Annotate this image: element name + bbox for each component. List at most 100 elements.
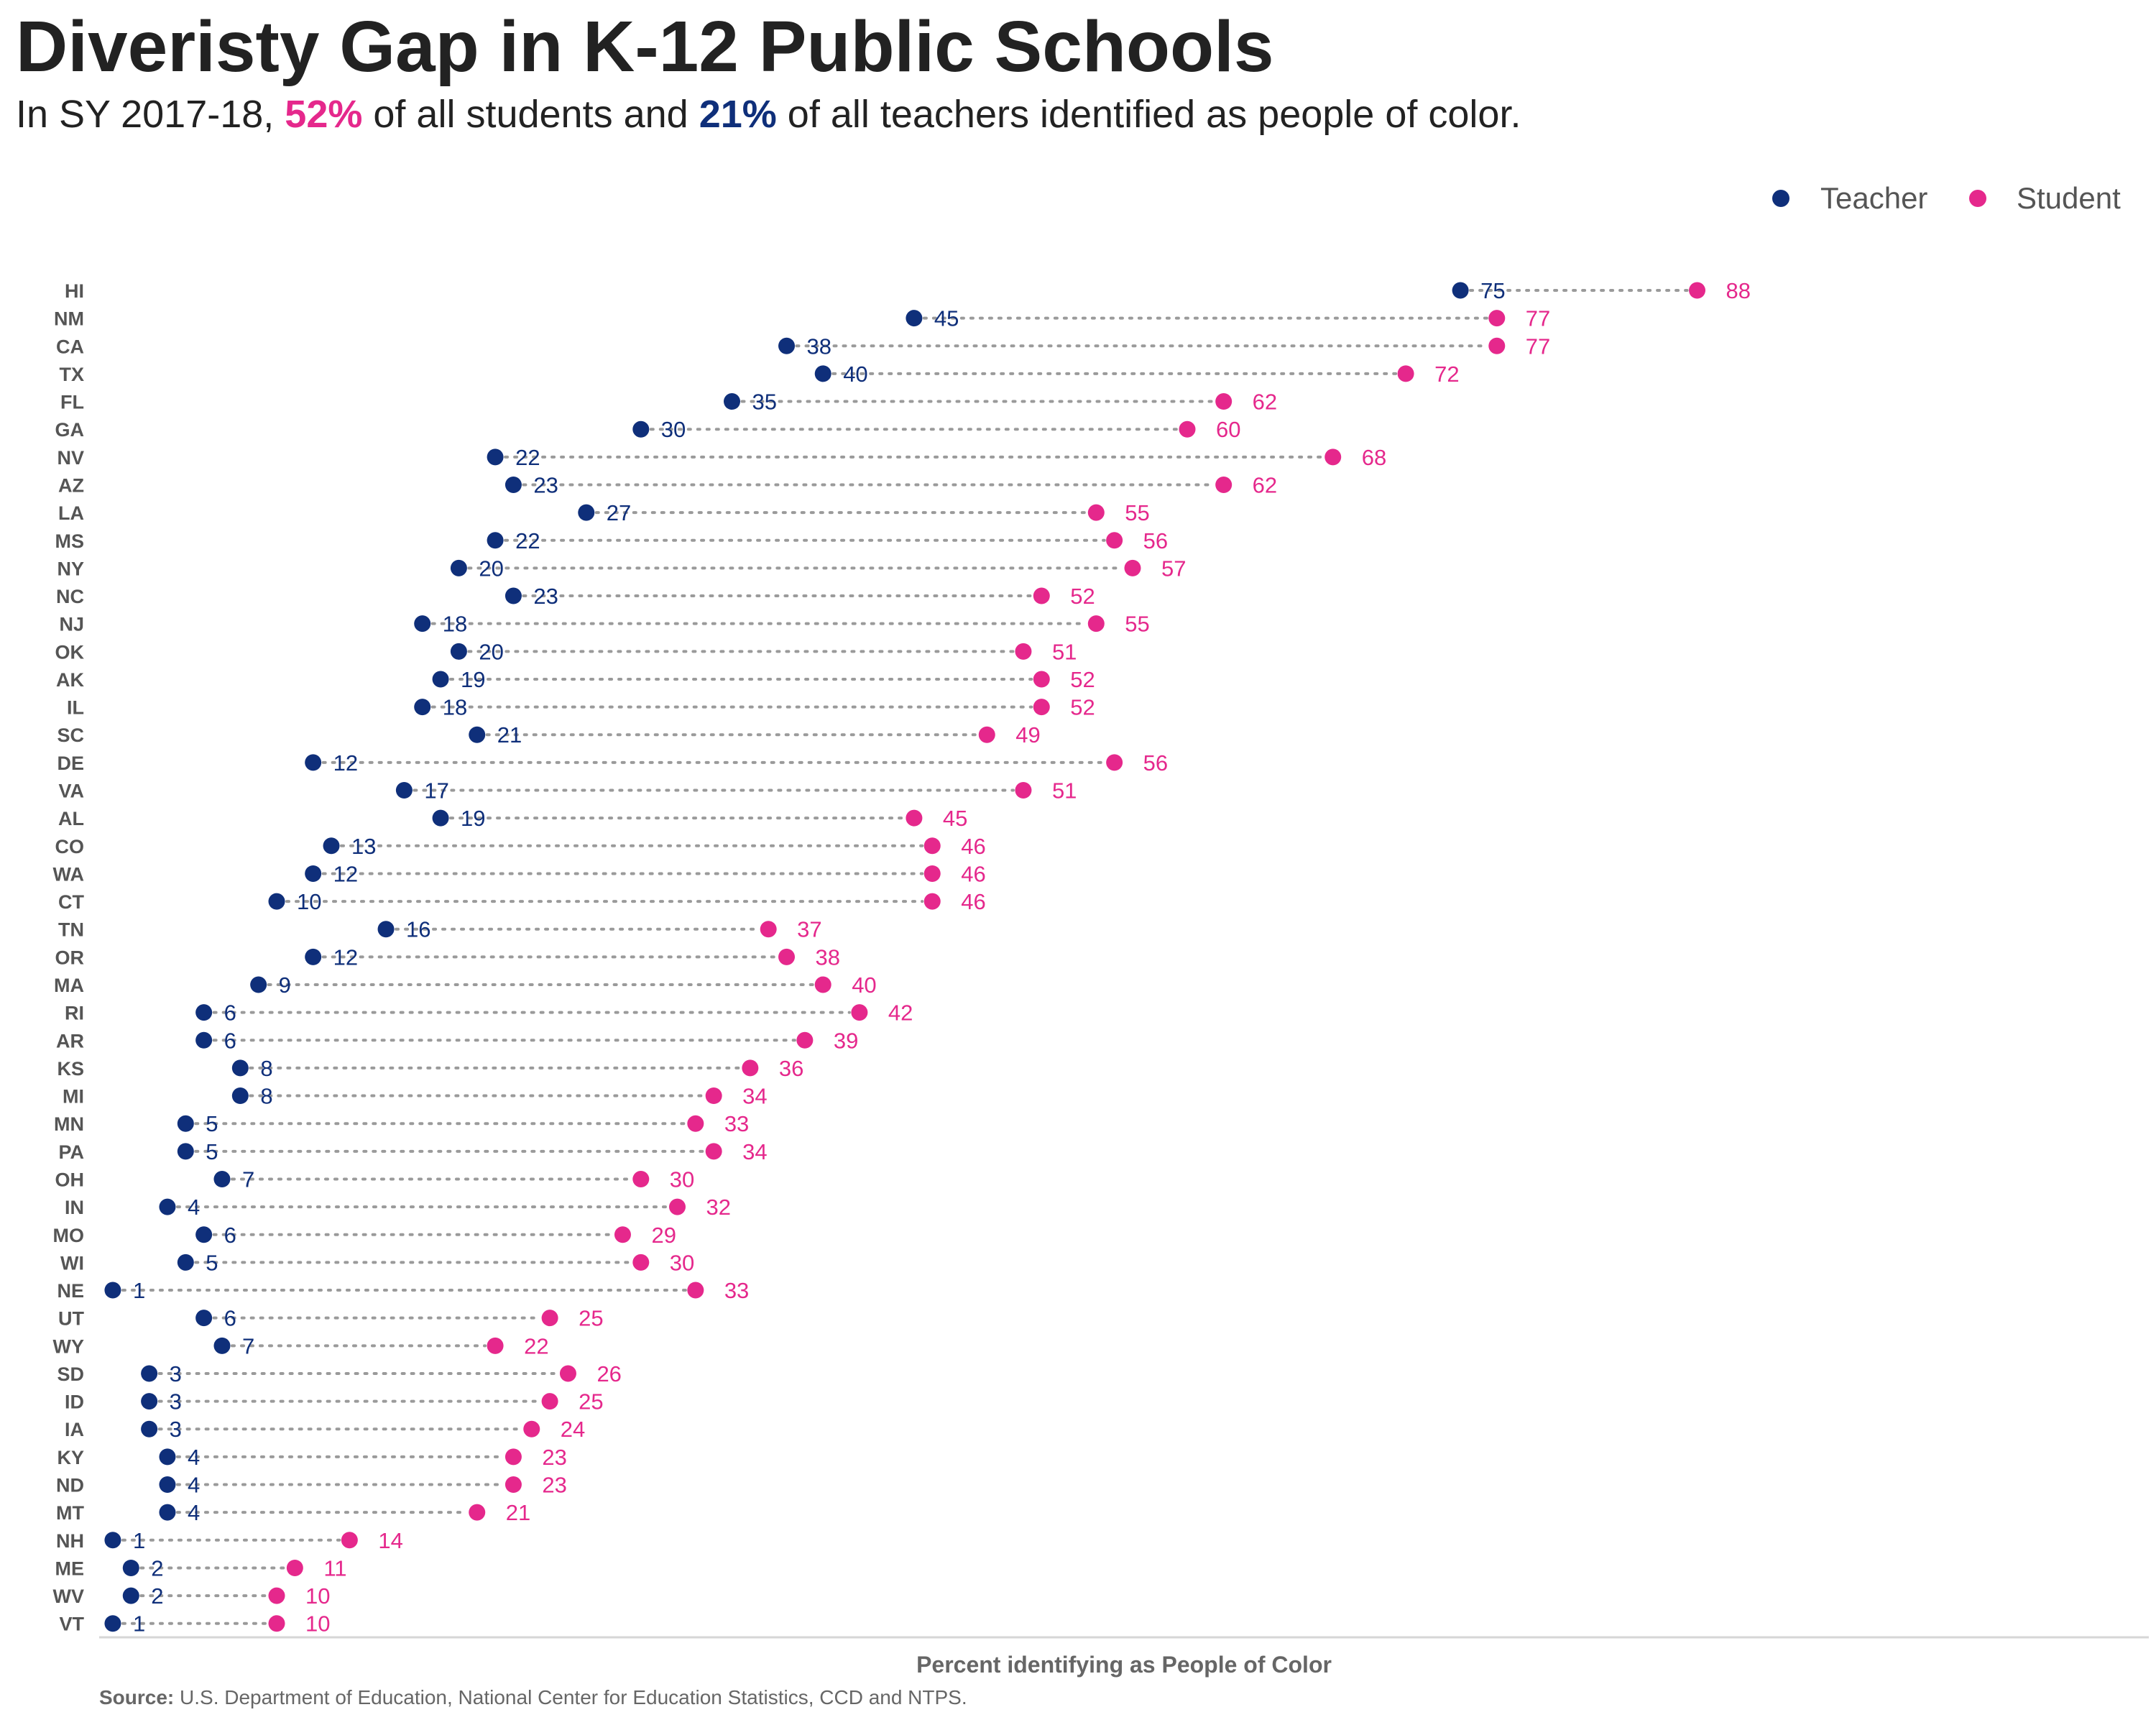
student-value-label: 57	[1161, 556, 1186, 581]
teacher-point	[450, 643, 467, 660]
state-label: AZ	[58, 474, 84, 496]
teacher-point	[632, 420, 650, 438]
student-point	[541, 1310, 558, 1327]
teacher-value-label: 6	[224, 1000, 236, 1026]
state-label: MI	[63, 1086, 84, 1108]
state-label: WY	[53, 1335, 85, 1357]
student-value-label: 34	[742, 1139, 767, 1164]
teacher-point	[177, 1254, 194, 1271]
teacher-value-label: 4	[188, 1195, 200, 1220]
state-label: TX	[59, 364, 84, 385]
subtitle-prefix: In SY 2017-18,	[16, 93, 285, 136]
state-label: WA	[53, 863, 85, 885]
student-point	[923, 865, 941, 882]
teacher-point	[432, 671, 449, 688]
state-label: LA	[58, 502, 84, 524]
chart-legend: Teacher Student	[1772, 181, 2121, 215]
state-label: WI	[60, 1252, 84, 1274]
source-label: Source:	[99, 1686, 175, 1708]
student-value-label: 46	[961, 861, 985, 886]
teacher-point	[487, 532, 504, 549]
student-point	[705, 1087, 722, 1105]
student-point	[1215, 393, 1233, 410]
student-point	[1087, 504, 1105, 521]
student-value-label: 49	[1015, 722, 1040, 748]
teacher-value-label: 21	[497, 722, 522, 748]
teacher-value-label: 4	[188, 1500, 200, 1525]
teacher-point	[195, 1226, 213, 1243]
student-point	[1106, 532, 1123, 549]
student-point	[906, 809, 923, 827]
teacher-point	[305, 865, 322, 882]
teacher-value-label: 12	[333, 750, 358, 776]
state-label: OR	[55, 947, 85, 968]
teacher-value-label: 23	[533, 472, 558, 497]
student-point	[523, 1420, 540, 1438]
teacher-point	[305, 754, 322, 771]
state-label: DE	[57, 753, 84, 774]
student-point	[796, 1031, 814, 1049]
teacher-value-label: 45	[934, 306, 959, 331]
teacher-value-label: 16	[406, 917, 430, 942]
teacher-point	[305, 948, 322, 965]
teacher-value-label: 19	[461, 667, 485, 692]
state-label: NJ	[59, 614, 84, 635]
teacher-value-label: 75	[1480, 278, 1505, 303]
student-value-label: 22	[524, 1333, 548, 1358]
subtitle-teacher-pct: 21%	[699, 93, 777, 136]
state-label: FL	[60, 392, 84, 413]
teacher-value-label: 4	[188, 1473, 200, 1498]
student-value-label: 25	[579, 1389, 603, 1414]
legend-label-student: Student	[2017, 181, 2121, 215]
teacher-value-label: 1	[133, 1611, 145, 1637]
teacher-point	[778, 337, 796, 354]
teacher-value-label: 20	[479, 556, 503, 581]
state-label: VA	[58, 781, 84, 802]
student-point	[1488, 310, 1506, 327]
state-label: CT	[58, 891, 84, 913]
student-value-label: 52	[1070, 667, 1095, 692]
student-value-label: 88	[1726, 278, 1751, 303]
teacher-point	[195, 1004, 213, 1021]
state-label: IA	[65, 1419, 84, 1440]
teacher-value-label: 17	[424, 778, 448, 804]
student-value-label: 14	[378, 1528, 402, 1553]
chart-title: Diveristy Gap in K-12 Public Schools	[16, 6, 1274, 87]
student-value-label: 55	[1125, 612, 1149, 637]
student-value-label: 37	[797, 917, 821, 942]
student-point	[1124, 559, 1141, 576]
student-value-label: 42	[888, 1000, 913, 1026]
teacher-value-label: 2	[151, 1583, 163, 1609]
student-point	[742, 1059, 759, 1077]
teacher-point	[231, 1059, 249, 1077]
teacher-value-label: 3	[170, 1417, 182, 1442]
student-point	[778, 948, 796, 965]
teacher-point	[505, 476, 522, 493]
teacher-value-label: 7	[242, 1333, 254, 1358]
teacher-point	[177, 1143, 194, 1160]
student-value-label: 10	[305, 1611, 330, 1637]
student-value-label: 52	[1070, 584, 1095, 609]
student-value-label: 51	[1052, 639, 1077, 664]
student-point	[614, 1226, 631, 1243]
subtitle-suffix: of all teachers identified as people of …	[776, 93, 1521, 136]
teacher-point	[177, 1115, 194, 1132]
student-value-label: 39	[834, 1028, 858, 1053]
teacher-point	[159, 1476, 176, 1494]
legend-label-teacher: Teacher	[1820, 181, 1927, 215]
state-label: NM	[54, 308, 84, 330]
student-value-label: 77	[1526, 334, 1550, 359]
state-label: NY	[57, 558, 84, 579]
teacher-value-label: 9	[279, 972, 291, 998]
student-value-label: 68	[1362, 445, 1386, 470]
state-label: NE	[57, 1280, 84, 1302]
state-label: AR	[56, 1030, 84, 1052]
teacher-value-label: 3	[170, 1361, 182, 1386]
teacher-point	[395, 782, 413, 799]
state-label: VT	[59, 1614, 84, 1635]
student-point	[1325, 448, 1342, 466]
teacher-point	[323, 837, 340, 855]
state-label: IL	[67, 697, 84, 719]
student-value-label: 30	[670, 1167, 694, 1192]
